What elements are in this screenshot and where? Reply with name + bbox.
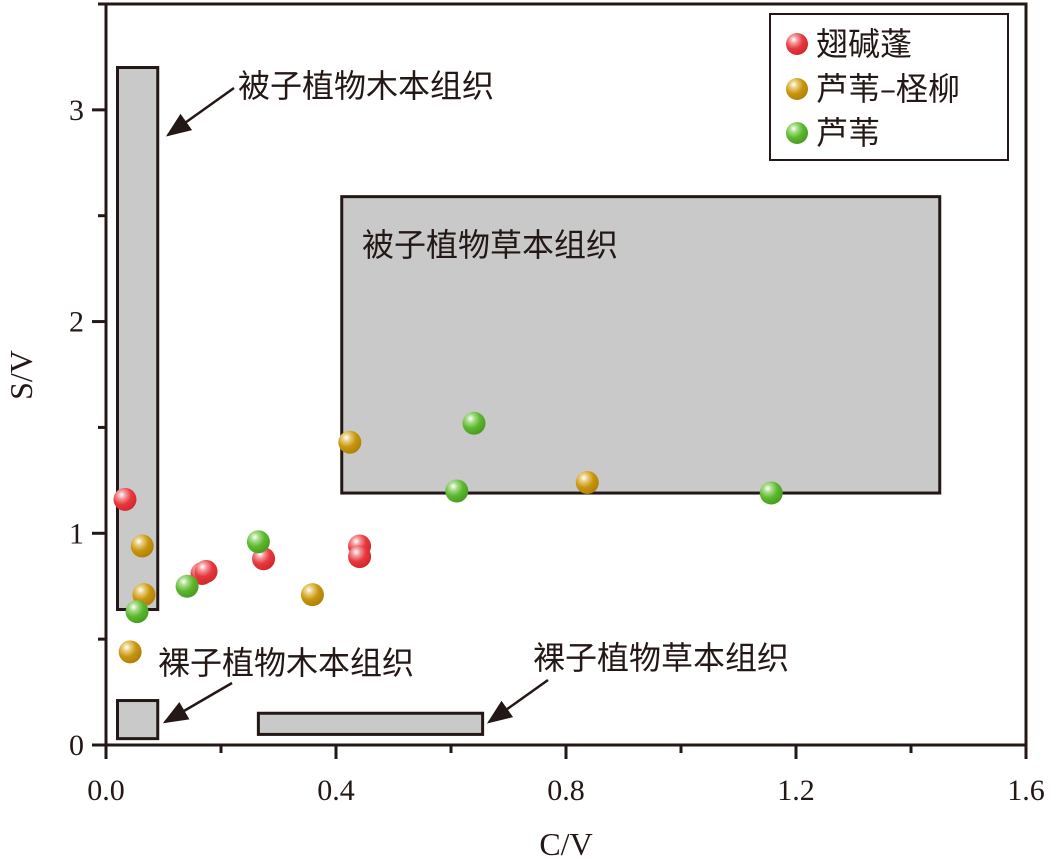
region-box-1 [340, 195, 942, 495]
data-point-series-2 [445, 479, 469, 503]
legend-marker-0 [786, 33, 808, 55]
legend-label-1: 芦苇–柽柳 [816, 70, 960, 108]
legend-box [769, 13, 1009, 161]
regions [116, 66, 942, 741]
data-point-series-2 [125, 600, 149, 624]
region-label-angio-wood: 被子植物木本组织 [238, 67, 494, 105]
legend-marker-2 [786, 122, 808, 144]
data-point-series-1 [300, 583, 324, 607]
region-label-angio-herb: 被子植物草本组织 [362, 226, 618, 264]
arrow-gymno-wood [162, 681, 233, 724]
region-label-gymno-herb: 裸子植物草本组织 [533, 639, 789, 677]
y-tick-label: 0 [69, 729, 84, 762]
legend-label-0: 翅碱蓬 [816, 25, 912, 63]
data-point-series-0 [113, 487, 137, 511]
y-tick-label: 3 [69, 94, 84, 127]
data-point-series-1 [338, 430, 362, 454]
annotations: 被子植物木本组织 被子植物草本组织 裸子植物木本组织 裸子植物草本组织 [158, 67, 789, 724]
x-tick-label: 1.2 [777, 774, 815, 807]
x-tick-label: 1.6 [1007, 774, 1045, 807]
x-tick-label: 0.8 [547, 774, 585, 807]
data-point-series-2 [462, 411, 486, 435]
region-box-3 [256, 711, 485, 736]
region-label-gymno-wood: 裸子植物木本组织 [158, 644, 414, 682]
data-point-series-1 [575, 470, 599, 494]
data-point-series-1 [118, 640, 142, 664]
data-point-series-1 [130, 534, 154, 558]
x-tick-label: 0.0 [87, 774, 125, 807]
arrow-gymno-herb [486, 678, 549, 724]
data-point-series-0 [348, 545, 372, 569]
axis-ticks: 0.0 0.4 0.8 1.2 1.6 0 1 2 3 [69, 2, 1045, 807]
x-axis-label: C/V [539, 826, 592, 861]
data-points [113, 411, 783, 664]
data-point-series-2 [246, 530, 270, 554]
legend-marker-1 [786, 78, 808, 100]
y-axis-label: S/V [3, 350, 39, 400]
y-tick-label: 2 [69, 306, 84, 339]
x-tick-label: 0.4 [317, 774, 355, 807]
region-box-0 [116, 66, 160, 612]
data-point-series-2 [759, 481, 783, 505]
legend: 翅碱蓬 芦苇–柽柳 芦苇 [769, 13, 1009, 161]
region-box-2 [116, 699, 160, 741]
arrow-angio-wood [165, 86, 235, 137]
data-point-series-0 [194, 559, 218, 583]
data-point-series-2 [175, 574, 199, 598]
y-tick-label: 1 [69, 517, 84, 550]
legend-label-2: 芦苇 [816, 114, 880, 152]
